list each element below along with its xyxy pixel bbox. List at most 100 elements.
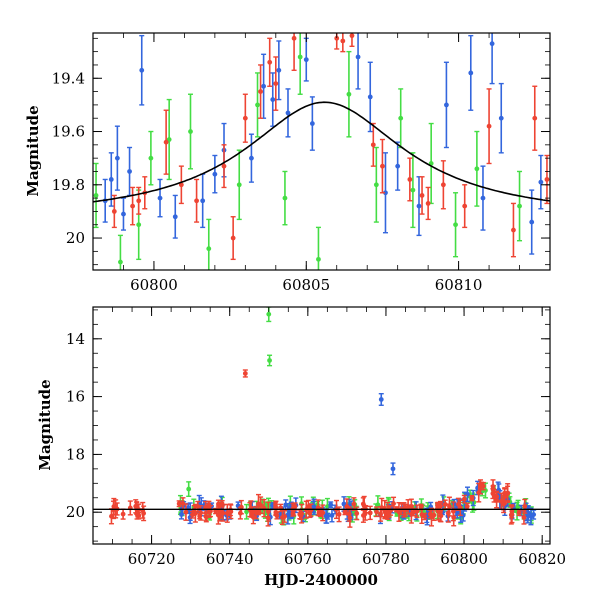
data-point — [396, 501, 402, 522]
data-point — [114, 125, 120, 191]
data-point — [120, 508, 126, 520]
data-point — [398, 88, 404, 149]
data-point — [267, 37, 273, 87]
data-point — [346, 50, 352, 138]
data-point — [455, 497, 461, 511]
data-point — [395, 141, 401, 191]
data-point — [517, 170, 523, 242]
data-point — [111, 194, 117, 229]
data-point — [532, 85, 538, 151]
data-point — [221, 144, 227, 189]
y-tick-label: 16 — [66, 388, 85, 406]
y-tick-label: 19.8 — [52, 176, 85, 194]
data-point — [490, 479, 496, 494]
x-tick-label: 60740 — [206, 550, 254, 568]
data-point — [373, 146, 379, 223]
data-point — [428, 122, 434, 205]
x-tick-label: 60800 — [440, 550, 488, 568]
data-point — [349, 33, 355, 48]
y-tick-label: 19.4 — [52, 69, 85, 87]
data-point — [443, 61, 449, 149]
data-point — [258, 64, 264, 119]
data-point — [297, 509, 303, 520]
bottom-y-axis-label: Magnitude — [36, 379, 54, 470]
data-point — [428, 507, 434, 527]
data-point — [117, 234, 123, 270]
outlier-point — [390, 462, 396, 476]
data-point — [248, 133, 254, 183]
data-point — [212, 154, 218, 194]
y-tick-label: 18 — [66, 445, 85, 463]
data-point — [316, 509, 322, 517]
data-point — [510, 202, 516, 258]
data-point — [297, 33, 303, 95]
data-point — [422, 512, 428, 521]
y-tick-label: 19.6 — [52, 123, 85, 141]
data-point — [127, 146, 133, 197]
data-point — [468, 34, 474, 111]
data-point — [410, 152, 416, 229]
data-point — [238, 499, 244, 515]
outlier-point — [242, 369, 248, 378]
data-point — [187, 93, 193, 170]
data-point — [183, 503, 189, 521]
data-point — [309, 96, 315, 151]
data-point — [261, 53, 267, 119]
top-y-axis-label: Magnitude — [24, 105, 42, 196]
data-point — [379, 138, 385, 194]
data-point — [163, 109, 169, 175]
data-point — [127, 500, 133, 516]
data-point — [108, 152, 114, 207]
x-tick-label: 60810 — [435, 276, 483, 294]
data-point — [386, 505, 392, 518]
data-point — [320, 504, 326, 522]
data-point — [194, 178, 200, 223]
data-point — [270, 72, 276, 127]
x-tick-label: 60805 — [282, 276, 330, 294]
data-point — [303, 37, 309, 82]
data-point — [200, 173, 206, 229]
data-point — [351, 497, 357, 512]
data-point — [176, 500, 182, 508]
data-point — [178, 165, 184, 205]
data-point — [478, 481, 484, 489]
data-point — [486, 88, 492, 165]
outlier-point — [378, 393, 384, 406]
data-point — [139, 34, 145, 106]
data-point — [480, 165, 486, 231]
data-point — [474, 130, 480, 207]
data-point — [469, 494, 475, 502]
outlier-point — [186, 481, 192, 498]
data-point — [328, 501, 334, 508]
data-point — [489, 33, 495, 85]
top-panel-ticks: 60800 60805 60810 19.4 19.6 19.8 20 — [52, 33, 551, 294]
data-point — [273, 501, 279, 508]
outlier-point — [267, 354, 273, 367]
data-point — [148, 130, 154, 186]
data-point — [206, 218, 212, 270]
data-point — [282, 510, 288, 523]
y-tick-label: 14 — [66, 330, 85, 348]
data-point — [135, 509, 141, 518]
bottom-panel: 60720 60740 60760 60780 60800 60820 14 16 18 20 M… — [36, 306, 566, 589]
data-point — [157, 178, 163, 218]
data-point — [228, 504, 234, 520]
data-point — [370, 122, 376, 167]
data-point — [255, 72, 261, 138]
bottom-panel-ticks: 60720 60740 60760 60780 60800 60820 14 16 18 20 — [66, 307, 566, 568]
x-tick-label: 60760 — [284, 550, 332, 568]
data-point — [276, 40, 282, 101]
data-point — [437, 500, 443, 512]
x-tick-label: 60820 — [518, 550, 566, 568]
x-tick-label: 60800 — [130, 276, 178, 294]
data-point — [189, 510, 195, 519]
data-point — [340, 33, 346, 53]
data-point — [544, 154, 550, 205]
data-point — [236, 149, 242, 221]
data-point — [291, 33, 297, 71]
data-point — [494, 490, 500, 503]
top-plot-frame — [92, 32, 551, 271]
data-point — [282, 170, 288, 226]
y-tick-label: 20 — [66, 503, 85, 521]
bottom-panel-data — [93, 307, 550, 528]
